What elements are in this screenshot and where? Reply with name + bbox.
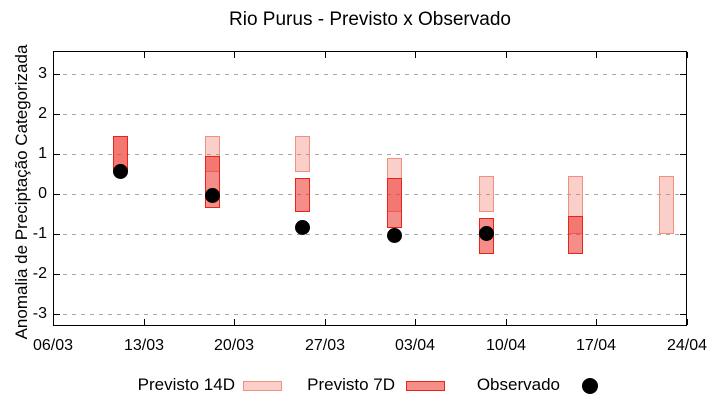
x-tick-label: 03/04 (394, 337, 436, 354)
y-axis-tick (54, 193, 60, 195)
previsto-7d-bar (568, 215, 584, 254)
y-tick-label: 1 (38, 144, 47, 162)
y-axis-tick (54, 73, 60, 75)
x-axis-tick-mirror (53, 52, 54, 58)
x-axis-tick (144, 319, 145, 325)
legend-swatch-previsto-7d (406, 381, 445, 391)
x-tick-label: 13/03 (123, 337, 165, 354)
y-axis-tick (54, 233, 60, 235)
observado-point (204, 188, 220, 204)
gridline (54, 193, 686, 195)
gridline (54, 73, 686, 75)
gridline (54, 313, 686, 315)
legend-label-observado: Observado (476, 375, 560, 394)
x-axis-tick-mirror (144, 52, 145, 58)
observado-point (295, 220, 311, 236)
x-tick-label: 20/03 (213, 337, 255, 354)
x-axis-tick-mirror (687, 52, 688, 58)
gridline (54, 233, 686, 235)
y-tick-label: 0 (38, 184, 47, 202)
x-axis-tick (234, 319, 235, 325)
y-tick-label: 2 (38, 104, 47, 122)
x-tick-label: 10/04 (485, 337, 527, 354)
previsto-7d-bar (295, 177, 311, 212)
x-axis-tick (687, 319, 688, 325)
x-axis-tick-mirror (506, 52, 507, 58)
legend-swatch-observado (582, 378, 598, 394)
x-axis-tick (53, 319, 54, 325)
previsto-14d-bar (478, 175, 494, 212)
observado-point (112, 164, 128, 180)
observado-point (387, 228, 403, 244)
previsto-7d-bar (387, 177, 403, 228)
y-axis-tick-mirror (680, 313, 686, 315)
x-axis-tick-mirror (596, 52, 597, 58)
y-tick-label: 3 (38, 64, 47, 82)
x-tick-label: 24/04 (666, 337, 708, 354)
legend-swatch-previsto-14d (243, 381, 282, 391)
legend-label-previsto-7d: Previsto 7D (307, 375, 395, 394)
y-axis-tick-mirror (680, 153, 686, 155)
y-axis-tick-mirror (680, 73, 686, 75)
x-tick-label: 27/03 (304, 337, 346, 354)
chart-title: Rio Purus - Previsto x Observado (229, 9, 511, 30)
gridline (54, 153, 686, 155)
gridline (54, 113, 686, 115)
y-axis-tick-mirror (680, 273, 686, 275)
x-axis-tick (506, 319, 507, 325)
x-tick-label: 17/04 (575, 337, 617, 354)
x-axis-tick-mirror (325, 52, 326, 58)
observado-point (478, 226, 494, 242)
x-axis-tick-mirror (415, 52, 416, 58)
y-axis-tick-mirror (680, 193, 686, 195)
y-axis-tick (54, 273, 60, 275)
x-axis-tick-mirror (234, 52, 235, 58)
previsto-14d-bar (658, 175, 674, 234)
previsto-14d-bar (295, 135, 311, 172)
x-axis-tick (596, 319, 597, 325)
x-axis-tick (415, 319, 416, 325)
y-tick-label: -2 (32, 264, 47, 282)
y-axis-tick (54, 313, 60, 315)
y-axis-tick (54, 153, 60, 155)
y-tick-label: -1 (32, 224, 47, 242)
y-tick-label: -3 (32, 304, 47, 322)
x-axis-tick (325, 319, 326, 325)
legend-label-previsto-14d: Previsto 14D (137, 375, 235, 394)
gridline (54, 273, 686, 275)
plot-area (53, 51, 687, 326)
y-axis-tick-mirror (680, 113, 686, 115)
y-axis-tick (54, 113, 60, 115)
y-axis-tick-mirror (680, 233, 686, 235)
x-tick-label: 06/03 (32, 337, 74, 354)
